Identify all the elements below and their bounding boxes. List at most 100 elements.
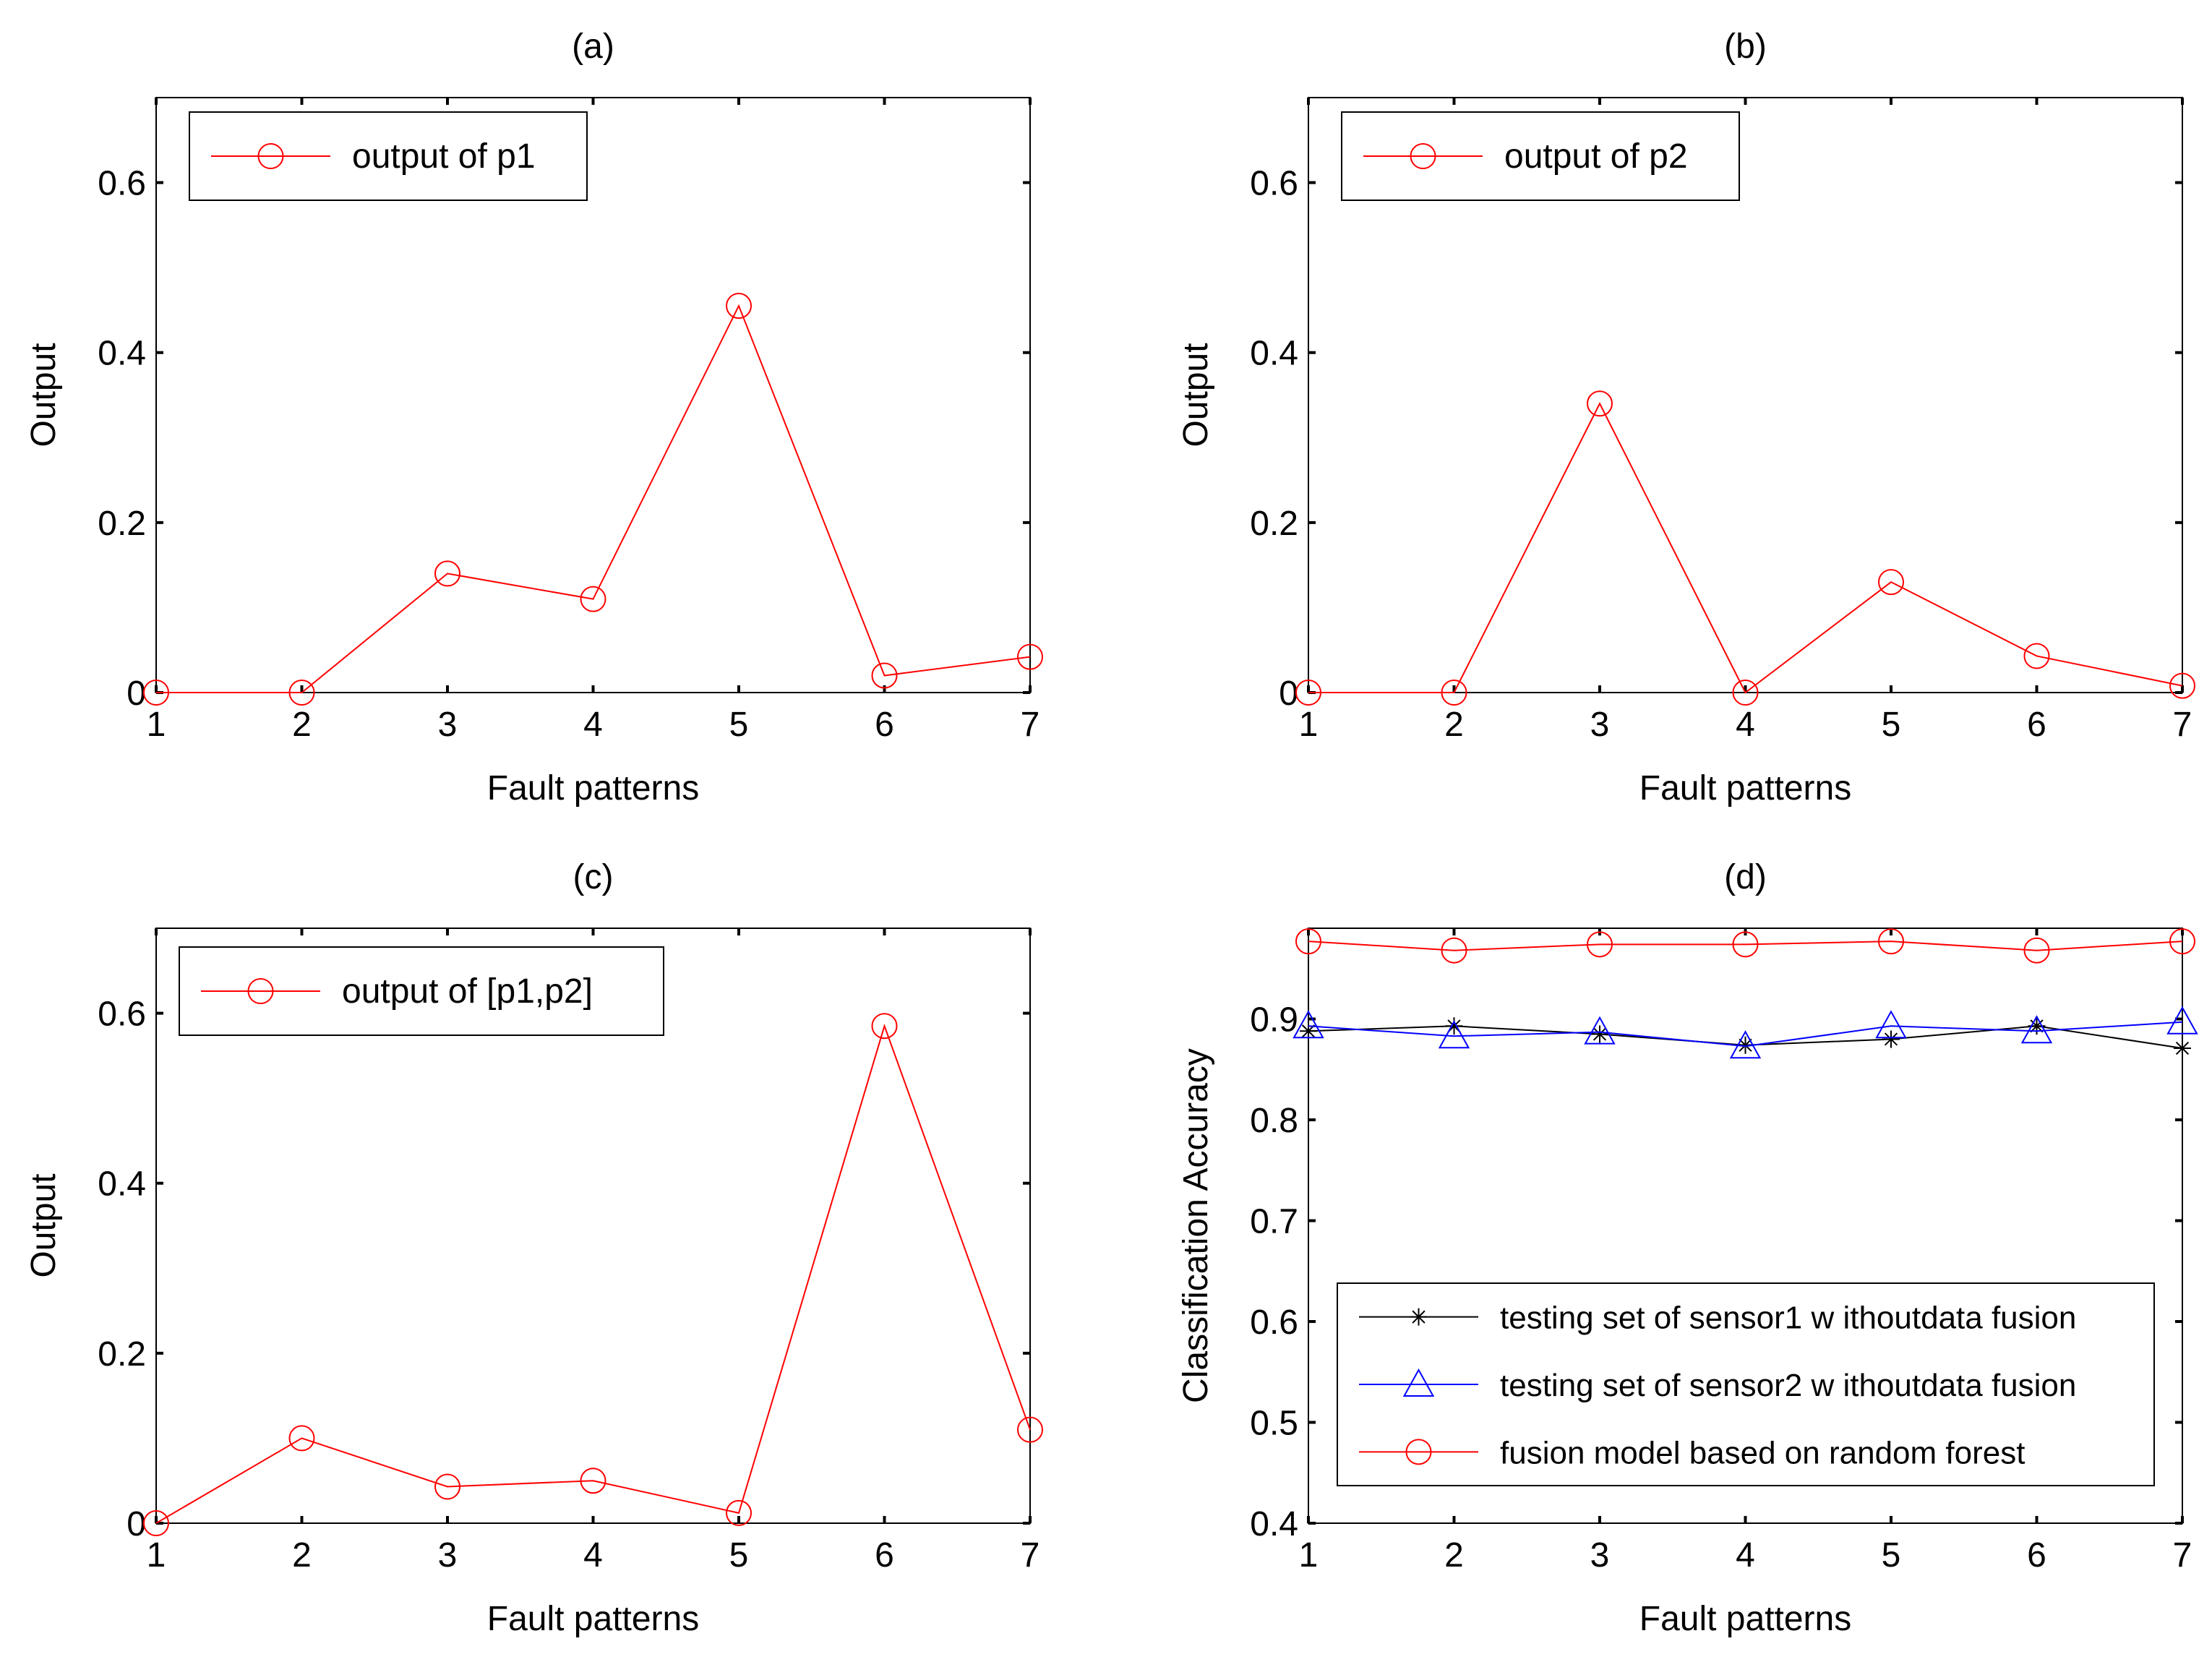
- y-axis-label: Output: [1177, 343, 1215, 447]
- x-tick-label: 2: [292, 706, 312, 744]
- chart-title: (a): [572, 27, 614, 66]
- data-point: [2020, 1015, 2053, 1044]
- series-line-2: [1308, 1021, 2183, 1048]
- x-tick-label: 4: [583, 706, 603, 744]
- x-tick-label: 5: [1882, 706, 1901, 744]
- data-point: [1878, 569, 1904, 596]
- chart-title: (c): [573, 858, 614, 896]
- y-tick-label: 0.4: [98, 1165, 146, 1204]
- data-point: [288, 680, 315, 706]
- x-axis-label: Fault patterns: [1639, 1600, 1851, 1638]
- x-axis-label: Fault patterns: [487, 769, 699, 808]
- legend-marker: [1402, 1368, 1435, 1397]
- legend-label: output of [p1,p2]: [342, 972, 593, 1011]
- data-point: [143, 680, 169, 706]
- data-point: [1445, 1017, 1463, 1035]
- legend-label: output of p1: [352, 137, 536, 176]
- data-point: [1295, 680, 1321, 706]
- x-tick-label: 1: [147, 706, 166, 744]
- chart-panel-b: (b) 1 2 3 4 5 6 7 0 0.2 0.4 0.6 Fault patterns Output…: [1177, 27, 2195, 808]
- x-tick-label: 1: [147, 1536, 166, 1575]
- y-tick-label: 0: [1279, 674, 1298, 713]
- series-line-1: [156, 304, 1031, 693]
- data-point: [871, 1013, 898, 1040]
- x-tick-label: 3: [1590, 1536, 1610, 1575]
- data-point: [1732, 680, 1759, 706]
- x-tick-label: 7: [1021, 1536, 1040, 1575]
- data-point: [143, 1510, 169, 1536]
- legend-label: testing set of sensor1 w ithoutdata fusi…: [1500, 1301, 2076, 1336]
- data-point: [1584, 1016, 1616, 1045]
- legend-marker: [257, 143, 284, 169]
- y-tick-label: 0.4: [98, 335, 146, 373]
- chart-title: (b): [1724, 27, 1767, 66]
- x-tick-label: 7: [2173, 1536, 2192, 1575]
- data-point: [871, 662, 898, 689]
- data-point: [580, 1468, 606, 1494]
- y-axis-label: Output: [25, 343, 63, 447]
- legend-marker: [1405, 1439, 1432, 1465]
- legend-label: testing set of sensor2 w ithoutdata fusi…: [1500, 1368, 2076, 1403]
- y-tick-label: 0.6: [98, 165, 146, 203]
- x-tick-label: 7: [1021, 706, 1040, 744]
- chart-panel-a: (a) 1 2 3 4 5 6 7 0 0.2 0.4 0.6 Fault patterns Output…: [25, 27, 1043, 808]
- x-tick-label: 6: [875, 1536, 894, 1575]
- data-point: [2166, 1006, 2198, 1035]
- legend: output of p1: [189, 111, 588, 201]
- data-point: [2174, 1039, 2191, 1057]
- y-tick-label: 0.8: [1250, 1102, 1298, 1140]
- x-axis-label: Fault patterns: [487, 1600, 699, 1638]
- data-point: [1591, 1025, 1608, 1043]
- x-tick-label: 3: [1590, 706, 1610, 744]
- x-tick-label: 3: [438, 1536, 458, 1575]
- data-point: [1732, 931, 1759, 958]
- y-tick-label: 0.6: [1250, 1303, 1298, 1342]
- data-point: [1878, 928, 1904, 955]
- data-point: [1017, 643, 1043, 670]
- data-point: [2169, 672, 2195, 699]
- data-point: [1017, 1416, 1043, 1443]
- series-line-1: [1308, 402, 2183, 694]
- legend: output of p2: [1341, 111, 1740, 201]
- x-tick-label: 6: [875, 706, 894, 744]
- legend-marker: [1410, 1308, 1428, 1326]
- y-tick-label: 0.9: [1250, 1001, 1298, 1040]
- data-point: [288, 1425, 315, 1452]
- y-tick-label: 0: [127, 674, 146, 713]
- x-tick-label: 4: [583, 1536, 603, 1575]
- x-tick-label: 1: [1299, 1536, 1319, 1575]
- y-tick-label: 0.6: [98, 995, 146, 1034]
- legend-label: output of p2: [1504, 137, 1688, 176]
- x-tick-label: 7: [2173, 706, 2192, 744]
- data-point: [1729, 1030, 1762, 1059]
- y-tick-label: 0.2: [98, 505, 146, 543]
- data-point: [726, 293, 752, 320]
- y-tick-label: 0: [127, 1505, 146, 1543]
- legend: testing set of sensor1 w ithoutdata fusi…: [1337, 1282, 2155, 1486]
- y-tick-label: 0.5: [1250, 1405, 1298, 1443]
- x-tick-label: 6: [2027, 706, 2046, 744]
- legend: output of [p1,p2]: [179, 946, 664, 1036]
- data-point: [434, 1473, 460, 1500]
- data-point: [2023, 643, 2050, 669]
- y-axis-label: Output: [25, 1173, 63, 1277]
- y-tick-label: 0.2: [98, 1335, 146, 1374]
- series-line-1: [155, 1024, 1031, 1524]
- y-tick-label: 0.2: [1250, 505, 1298, 543]
- y-tick-label: 0.6: [1250, 165, 1298, 203]
- data-point: [1875, 1010, 1907, 1039]
- x-axis-label: Fault patterns: [1639, 769, 1851, 808]
- x-tick-label: 5: [729, 1536, 749, 1575]
- data-point: [2023, 937, 2050, 964]
- x-tick-label: 4: [1736, 1536, 1755, 1575]
- x-tick-label: 4: [1736, 706, 1755, 744]
- legend-marker: [1410, 143, 1436, 169]
- x-tick-label: 2: [1444, 1536, 1464, 1575]
- series-line-3: [1308, 941, 2183, 951]
- data-point: [434, 560, 460, 587]
- x-tick-label: 1: [1299, 706, 1319, 744]
- x-tick-label: 6: [2027, 1536, 2046, 1575]
- data-point: [1295, 928, 1321, 955]
- data-point: [580, 586, 606, 612]
